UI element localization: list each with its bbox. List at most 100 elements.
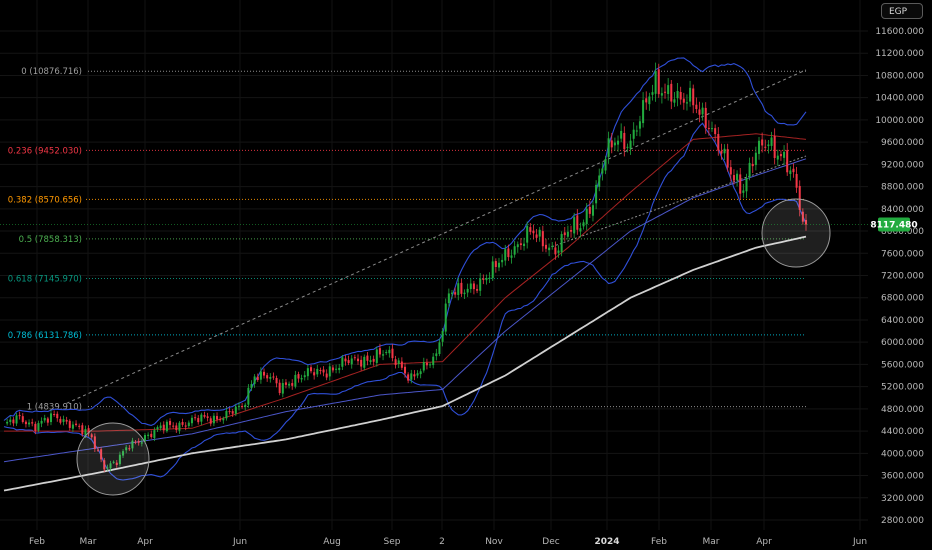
candle-body <box>385 352 388 354</box>
candle-body <box>645 98 648 103</box>
candle-body <box>638 121 641 129</box>
candle-body <box>742 190 745 193</box>
candle-body <box>247 387 250 405</box>
candle-body <box>344 358 347 362</box>
price-tick-label: 9200.000 <box>881 160 924 170</box>
candle-body <box>162 424 165 431</box>
candle-body <box>128 448 131 450</box>
candle-body <box>353 357 356 359</box>
candle-body <box>294 374 297 387</box>
candle-body <box>779 154 782 157</box>
candle-body <box>513 246 516 255</box>
highlight-circle-right <box>761 198 831 268</box>
candle-body <box>435 353 438 357</box>
candle-body <box>798 185 801 211</box>
candle-body <box>635 130 638 132</box>
fib-level-label: 0.382 (8570.656) <box>8 195 82 205</box>
candle-body <box>626 146 629 148</box>
candle-body <box>75 423 78 425</box>
candle-body <box>642 100 645 124</box>
candle-body <box>118 454 121 465</box>
candle-body <box>350 358 353 365</box>
candle-body <box>328 366 331 377</box>
last-price-tag <box>878 217 910 232</box>
currency-badge[interactable]: EGP <box>881 3 923 19</box>
price-tick-label: 9600.000 <box>881 138 924 148</box>
candle-body <box>416 373 419 376</box>
highlight-circle-left <box>76 422 150 496</box>
candle-body <box>184 425 187 427</box>
candle-body <box>704 107 707 129</box>
price-tick-label: 3200.000 <box>881 494 924 504</box>
candle-body <box>689 87 692 102</box>
candle-body <box>37 423 40 431</box>
time-tick-label: 2024 <box>594 537 619 547</box>
candle-body <box>507 248 510 258</box>
candle-body <box>476 289 479 291</box>
candle-body <box>115 462 118 466</box>
candle-body <box>125 447 128 451</box>
candle-body <box>197 418 200 423</box>
time-tick-label: Sep <box>384 537 401 547</box>
candle-body <box>444 303 447 332</box>
candle-body <box>122 451 125 456</box>
candle-body <box>291 383 294 386</box>
candle-body <box>284 382 287 385</box>
candle-body <box>761 139 764 146</box>
candle-body <box>140 442 143 444</box>
price-tick-label: 10400.000 <box>875 94 924 104</box>
candle-body <box>598 175 601 187</box>
price-tick-label: 7600.000 <box>881 249 924 259</box>
time-tick-label: 2 <box>439 537 445 547</box>
candle-body <box>181 422 184 425</box>
moving-average-mid-line <box>3 158 807 463</box>
candle-body <box>147 434 150 436</box>
price-tick-label: 11200.000 <box>875 49 924 59</box>
candle-body <box>34 423 37 431</box>
price-axis[interactable]: 11600.000 11200.000 10800.000 10400.000 1000… <box>870 27 924 526</box>
time-tick-label: Feb <box>29 537 45 547</box>
price-tick-label: 6800.000 <box>881 294 924 304</box>
candle-body <box>21 416 24 422</box>
candle-body <box>591 205 594 216</box>
candle-body <box>604 158 607 171</box>
candle-body <box>557 250 560 253</box>
candle-body <box>526 225 529 243</box>
candle-body <box>150 433 153 438</box>
candle-body <box>726 149 729 168</box>
price-tick-label: 11600.000 <box>875 27 924 37</box>
candle-body <box>757 140 761 154</box>
candle-body <box>59 418 62 423</box>
candle-body <box>538 229 541 237</box>
candle-body <box>178 422 181 431</box>
candle-body <box>372 358 375 362</box>
candle-body <box>356 358 360 362</box>
candle-body <box>601 168 604 174</box>
candle-body <box>560 234 563 253</box>
candle-body <box>169 420 172 425</box>
candle-body <box>720 150 723 154</box>
candle-body <box>228 411 231 413</box>
candle-body <box>654 70 657 94</box>
candle-body <box>648 96 651 105</box>
candle-body <box>259 371 262 380</box>
candle-body <box>341 357 344 367</box>
candle-body <box>441 331 444 342</box>
candle-body <box>159 425 162 429</box>
candle-body <box>256 376 259 380</box>
time-tick-label: Mar <box>80 537 97 547</box>
candle-body <box>253 376 256 384</box>
candle-body <box>516 244 519 248</box>
candle-body <box>93 436 96 449</box>
candle-body <box>46 418 49 423</box>
time-tick-label: Jun <box>852 537 867 547</box>
fib-level-label: 0 (10876.716) <box>21 67 82 77</box>
fibonacci-levels: 0 (10876.716) 0.236 (9452.030) 0.382 (8570… <box>8 67 806 413</box>
candle-body <box>222 418 225 421</box>
candle-body <box>479 278 482 291</box>
candle-body <box>241 406 244 408</box>
time-axis[interactable]: Feb Mar Apr Jun Aug Sep 2 Nov Dec 2024 Feb Mar Apr Ju… <box>29 537 867 547</box>
candle-body <box>403 366 407 374</box>
candle-body <box>751 163 754 167</box>
